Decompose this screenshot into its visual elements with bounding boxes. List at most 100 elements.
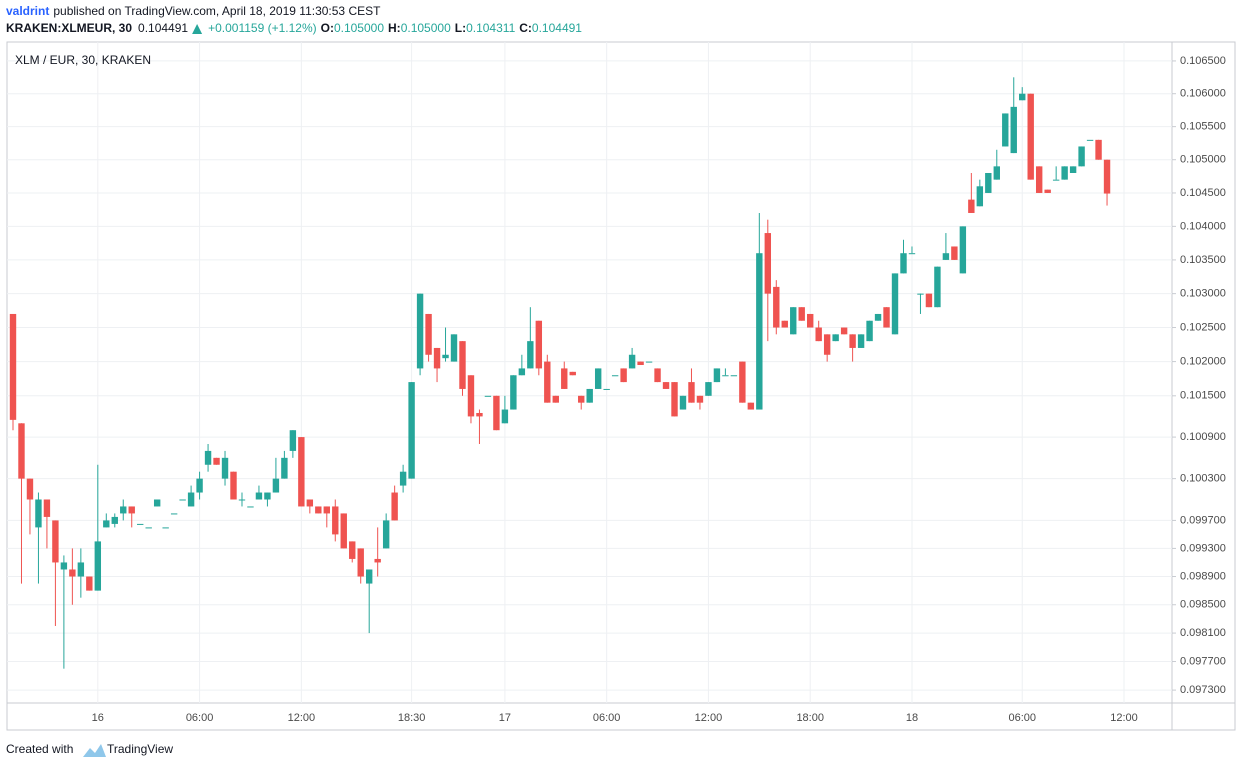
candle-body xyxy=(688,382,695,403)
y-tick-label: 0.098900 xyxy=(1180,570,1226,582)
candle-body xyxy=(35,499,42,528)
high-value: 0.105000 xyxy=(401,21,451,35)
candle-body xyxy=(747,402,755,410)
last-price: 0.104491 xyxy=(138,21,188,35)
y-tick-label: 0.106000 xyxy=(1180,88,1226,100)
candle-body xyxy=(883,307,890,328)
candle-body xyxy=(94,541,102,591)
candle-body xyxy=(196,478,203,493)
change: +0.001159 (+1.12%) xyxy=(208,21,317,35)
candle-body xyxy=(332,506,339,535)
candle-body xyxy=(535,320,543,369)
candle-body xyxy=(238,499,246,501)
open-value: 0.105000 xyxy=(334,21,384,35)
candle-body xyxy=(289,430,297,451)
candle-body xyxy=(365,569,373,584)
x-tick-label: 06:00 xyxy=(593,712,621,724)
candle-body xyxy=(247,506,254,508)
candle-body xyxy=(433,347,441,369)
y-tick-label: 0.097700 xyxy=(1180,655,1226,667)
close-label: C: xyxy=(519,21,532,35)
candle-body xyxy=(603,388,610,390)
y-tick-label: 0.100300 xyxy=(1180,473,1226,485)
y-tick-label: 0.105000 xyxy=(1180,154,1226,166)
y-tick-label: 0.104000 xyxy=(1180,220,1226,232)
candle-body xyxy=(1069,166,1077,173)
candle-body xyxy=(993,166,1000,180)
candle-body xyxy=(637,361,644,366)
candle-body xyxy=(357,548,364,577)
candle-body xyxy=(985,172,992,193)
y-tick-label: 0.098500 xyxy=(1180,599,1226,611)
footer-created: Created with xyxy=(6,742,73,756)
x-tick-label: 06:00 xyxy=(186,712,214,724)
candle-body xyxy=(162,527,169,529)
candle-body xyxy=(391,492,398,521)
chart-title: XLM / EUR, 30, KRAKEN xyxy=(15,53,151,67)
candle-body xyxy=(934,266,941,308)
candle-body xyxy=(1035,166,1043,193)
open-label: O: xyxy=(321,21,334,35)
candle-body xyxy=(18,423,25,479)
x-tick-label: 18:00 xyxy=(796,712,824,724)
candle-body xyxy=(696,395,704,403)
y-tick-label: 0.102000 xyxy=(1180,355,1226,367)
y-tick-label: 0.103500 xyxy=(1180,254,1226,266)
candle-body xyxy=(654,368,661,383)
candle-body xyxy=(1010,106,1017,154)
candle-body xyxy=(1019,93,1026,101)
candle-body xyxy=(823,334,831,355)
candle-body xyxy=(730,375,738,377)
candle-body xyxy=(187,492,195,507)
candle-body xyxy=(425,313,432,355)
candle-body xyxy=(442,354,449,359)
candle-body xyxy=(128,506,135,514)
grid: 0.097300 0.097700 0.098100 0.098500 0.098900… xyxy=(7,42,1226,724)
candle-body xyxy=(671,382,678,417)
candle-body xyxy=(544,361,551,403)
candle-body xyxy=(662,382,670,389)
candle-body xyxy=(1002,113,1009,147)
candle-body xyxy=(476,412,483,417)
candle-body xyxy=(408,382,415,479)
x-tick-label: 06:00 xyxy=(1008,712,1036,724)
candle-body xyxy=(1052,179,1060,181)
candle-body xyxy=(645,361,653,363)
candle-body xyxy=(527,341,534,369)
candle-body xyxy=(832,334,839,342)
x-tick-label: 12:00 xyxy=(288,712,316,724)
candle-body xyxy=(255,492,263,500)
candle-body xyxy=(137,523,144,525)
candle-body xyxy=(569,371,576,376)
candle-body xyxy=(510,375,517,410)
candle-body xyxy=(866,320,873,342)
x-tick-label: 12:00 xyxy=(695,712,723,724)
low-value: 0.104311 xyxy=(466,21,515,35)
candle-body xyxy=(849,334,856,348)
candle-body xyxy=(306,499,314,507)
candle-body xyxy=(145,527,152,529)
candle-body xyxy=(815,327,822,342)
candle-body xyxy=(69,569,76,577)
candle-body xyxy=(382,520,390,549)
footer-brand: TradingView xyxy=(107,742,173,756)
y-tick-label: 0.103000 xyxy=(1180,288,1226,300)
candle-body xyxy=(179,499,186,501)
candle-body xyxy=(264,492,271,500)
y-tick-label: 0.097300 xyxy=(1180,684,1226,696)
y-tick-label: 0.102500 xyxy=(1180,321,1226,333)
candle-body xyxy=(790,307,797,335)
candle-body xyxy=(1086,139,1094,141)
candle-body xyxy=(323,506,330,514)
candle-body xyxy=(493,395,500,431)
candle-body xyxy=(340,513,347,549)
symbol: KRAKEN:XLMEUR, 30 xyxy=(6,21,132,35)
y-tick-label: 0.101500 xyxy=(1180,390,1226,402)
candle-body xyxy=(43,499,51,517)
candle-body xyxy=(620,368,627,383)
candle-body xyxy=(213,457,220,465)
candle-body xyxy=(578,395,585,403)
candle-body xyxy=(857,334,865,348)
candle-body xyxy=(153,499,161,507)
candle-body xyxy=(1095,139,1102,160)
